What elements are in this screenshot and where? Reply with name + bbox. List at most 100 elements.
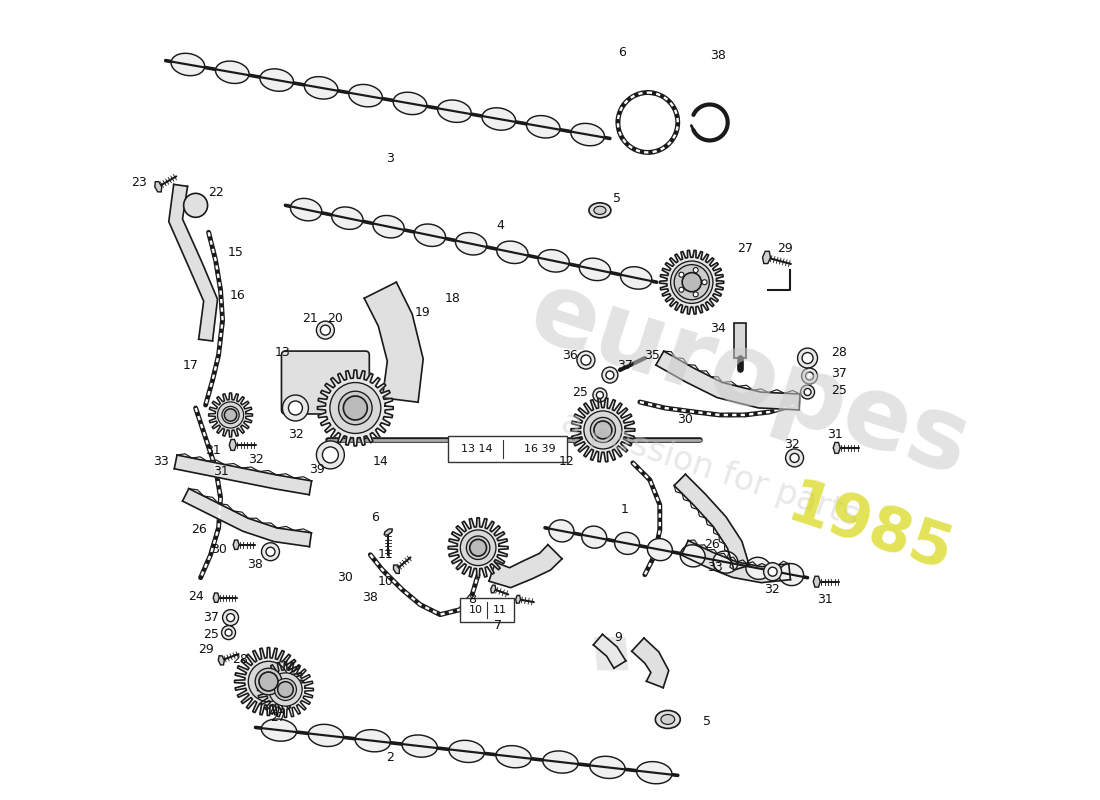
Text: 7: 7 (494, 619, 502, 632)
Text: 21: 21 (302, 312, 318, 325)
Circle shape (790, 454, 799, 462)
Text: 13: 13 (275, 346, 290, 358)
Ellipse shape (538, 250, 570, 272)
Text: 5: 5 (703, 715, 711, 728)
Text: 25: 25 (202, 628, 219, 641)
Text: 33: 33 (707, 562, 723, 574)
Ellipse shape (549, 520, 574, 542)
Circle shape (277, 682, 294, 698)
Polygon shape (571, 398, 635, 462)
Polygon shape (491, 586, 496, 593)
Circle shape (693, 267, 698, 273)
Ellipse shape (393, 92, 427, 114)
Text: 38: 38 (710, 49, 726, 62)
Ellipse shape (580, 258, 611, 281)
Circle shape (317, 441, 344, 469)
Ellipse shape (661, 714, 674, 724)
Circle shape (466, 536, 490, 559)
Ellipse shape (415, 224, 446, 246)
Polygon shape (394, 565, 399, 574)
Text: 29: 29 (198, 643, 213, 656)
Circle shape (218, 402, 243, 428)
FancyBboxPatch shape (448, 436, 566, 462)
Circle shape (674, 265, 710, 300)
Text: 8: 8 (469, 593, 476, 606)
Polygon shape (234, 647, 302, 715)
Ellipse shape (449, 740, 484, 762)
Ellipse shape (620, 266, 652, 289)
Text: 12: 12 (559, 455, 575, 468)
Circle shape (275, 678, 296, 701)
Circle shape (227, 614, 234, 622)
Text: 20: 20 (328, 312, 343, 325)
Circle shape (804, 389, 811, 395)
FancyBboxPatch shape (282, 351, 370, 414)
Text: 26: 26 (190, 523, 207, 536)
Text: 27: 27 (737, 242, 752, 254)
Circle shape (224, 409, 236, 421)
Circle shape (671, 261, 713, 303)
Text: 28: 28 (832, 346, 847, 358)
Circle shape (322, 447, 339, 463)
Text: 14: 14 (373, 455, 388, 468)
Circle shape (682, 273, 702, 292)
Polygon shape (448, 518, 508, 578)
Ellipse shape (615, 532, 639, 554)
Text: 23: 23 (131, 176, 146, 189)
FancyBboxPatch shape (460, 598, 514, 622)
Text: 15: 15 (228, 246, 243, 258)
Ellipse shape (527, 115, 560, 138)
Polygon shape (364, 282, 424, 402)
Text: a passion for parts: a passion for parts (557, 406, 862, 534)
Ellipse shape (542, 751, 579, 773)
Circle shape (258, 672, 278, 691)
Ellipse shape (290, 198, 321, 221)
Text: 5: 5 (613, 192, 620, 205)
Circle shape (679, 272, 684, 277)
Circle shape (222, 610, 239, 626)
Circle shape (594, 421, 612, 439)
Circle shape (596, 391, 604, 398)
Text: 6: 6 (372, 511, 379, 524)
Text: 29: 29 (777, 242, 792, 254)
Text: 9: 9 (614, 631, 622, 644)
Ellipse shape (496, 746, 531, 768)
Polygon shape (595, 638, 628, 670)
Text: 26: 26 (704, 538, 719, 551)
Text: 35: 35 (644, 349, 660, 362)
Circle shape (343, 396, 367, 420)
Text: 17: 17 (183, 358, 199, 371)
Circle shape (226, 629, 232, 636)
Text: 1985: 1985 (780, 475, 959, 584)
Circle shape (221, 626, 235, 639)
Text: 2: 2 (386, 751, 394, 764)
Circle shape (693, 292, 698, 297)
Text: 34: 34 (710, 322, 726, 334)
Text: 30: 30 (338, 571, 353, 584)
Polygon shape (174, 455, 311, 494)
Circle shape (584, 411, 621, 449)
Circle shape (222, 406, 239, 423)
Ellipse shape (648, 538, 672, 561)
Circle shape (763, 562, 782, 581)
Circle shape (262, 542, 279, 561)
Text: 22: 22 (208, 186, 223, 199)
Circle shape (320, 325, 330, 335)
Text: 32: 32 (783, 438, 800, 451)
Text: 32: 32 (763, 583, 780, 596)
Circle shape (593, 388, 607, 402)
Text: 38: 38 (248, 558, 263, 571)
Polygon shape (734, 323, 746, 358)
Polygon shape (660, 250, 724, 314)
Text: 18: 18 (444, 292, 460, 305)
Circle shape (470, 539, 486, 556)
Text: 31: 31 (205, 445, 220, 458)
Polygon shape (233, 540, 239, 550)
Ellipse shape (349, 85, 383, 107)
Polygon shape (257, 662, 314, 718)
Text: 31: 31 (212, 466, 229, 478)
Circle shape (805, 372, 814, 380)
Text: 16: 16 (230, 289, 245, 302)
Circle shape (283, 395, 308, 421)
Circle shape (591, 418, 615, 442)
